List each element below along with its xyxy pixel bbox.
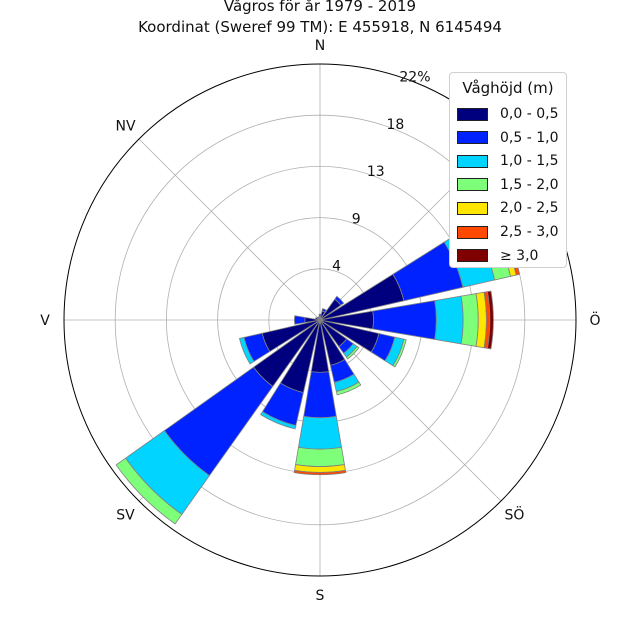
legend-label: 1,5 - 2,0 <box>500 176 559 193</box>
direction-label-135: SÖ <box>505 505 525 523</box>
legend-swatch <box>457 178 488 192</box>
legend-swatch <box>457 107 488 121</box>
bar-dir270-bin1 <box>294 315 306 325</box>
bar-dir337.5-bin0 <box>317 316 321 321</box>
chart-title: Vågros för år 1979 - 2019 <box>223 0 417 15</box>
legend-entry-4: 2,0 - 2,5 <box>457 199 558 217</box>
legend-label: 2,5 - 3,0 <box>500 224 559 240</box>
legend-entry-2: 1,0 - 1,5 <box>457 152 558 170</box>
legend-swatch <box>457 131 488 145</box>
legend-entry-3: 1,5 - 2,0 <box>457 176 558 194</box>
bar-dir90-bin3 <box>460 293 479 347</box>
r-tick-label-3: 18 <box>386 117 404 133</box>
legend-title: Våghöjd (m) <box>462 79 554 97</box>
direction-label-225: SV <box>116 507 135 523</box>
legend-entry-6: ≥ 3,0 <box>457 247 538 265</box>
chart-subtitle: Koordinat (Sweref 99 TM): E 455918, N 61… <box>138 18 502 36</box>
legend: Våghöjd (m) 0,0 - 0,5 0,5 - 1,0 1,0 - 1,5 1… <box>449 72 567 268</box>
bar-dir180-bin5 <box>293 469 347 476</box>
legend-swatch <box>457 249 488 263</box>
r-tick-label-4: 22% <box>399 69 430 85</box>
legend-swatch <box>457 154 488 168</box>
bar-dir90-bin2 <box>434 295 464 345</box>
legend-entry-0: 0,0 - 0,5 <box>457 105 558 123</box>
bar-dir202.5-bin2 <box>260 411 297 430</box>
bar-dir135-bin3 <box>345 345 360 360</box>
legend-label: 1,0 - 1,5 <box>500 153 559 170</box>
r-tick-label-0: 4 <box>332 259 341 275</box>
bar-dir180-bin2 <box>297 415 343 450</box>
legend-swatch <box>457 225 488 239</box>
bar-dir180-bin3 <box>295 446 345 467</box>
legend-entry-5: 2,5 - 3,0 <box>457 223 558 241</box>
direction-label-270: V <box>40 313 50 329</box>
bar-dir90-bin1 <box>372 300 437 340</box>
r-tick-label-2: 13 <box>367 164 385 180</box>
r-tick-label-1: 9 <box>352 211 361 227</box>
legend-swatch <box>457 201 488 215</box>
legend-label: 0,0 - 0,5 <box>500 106 559 122</box>
bar-dir247.5-bin2 <box>238 336 255 365</box>
legend-entry-1: 0,5 - 1,0 <box>457 129 558 147</box>
bar-dir112.5-bin3 <box>392 338 407 368</box>
direction-label-315: NV <box>116 119 136 135</box>
bar-dir90-bin6 <box>487 290 494 350</box>
bar-dir225-bin3 <box>115 457 183 525</box>
bar-dir45-bin1 <box>334 295 345 306</box>
legend-label: 2,0 - 2,5 <box>500 200 559 217</box>
direction-label-0: N <box>315 38 325 54</box>
bar-dir157.5-bin3 <box>335 381 362 396</box>
direction-label-90: Ö <box>589 311 600 329</box>
legend-label: 0,5 - 1,0 <box>500 129 559 146</box>
polar-frame <box>63 63 577 577</box>
grid-circle-3 <box>114 114 526 526</box>
bar-dir180-bin1 <box>303 371 337 419</box>
spoke-line-315 <box>138 138 321 321</box>
direction-label-180: S <box>316 588 325 604</box>
legend-label: ≥ 3,0 <box>500 247 539 264</box>
bar-dir22.5-bin1 <box>321 308 327 313</box>
